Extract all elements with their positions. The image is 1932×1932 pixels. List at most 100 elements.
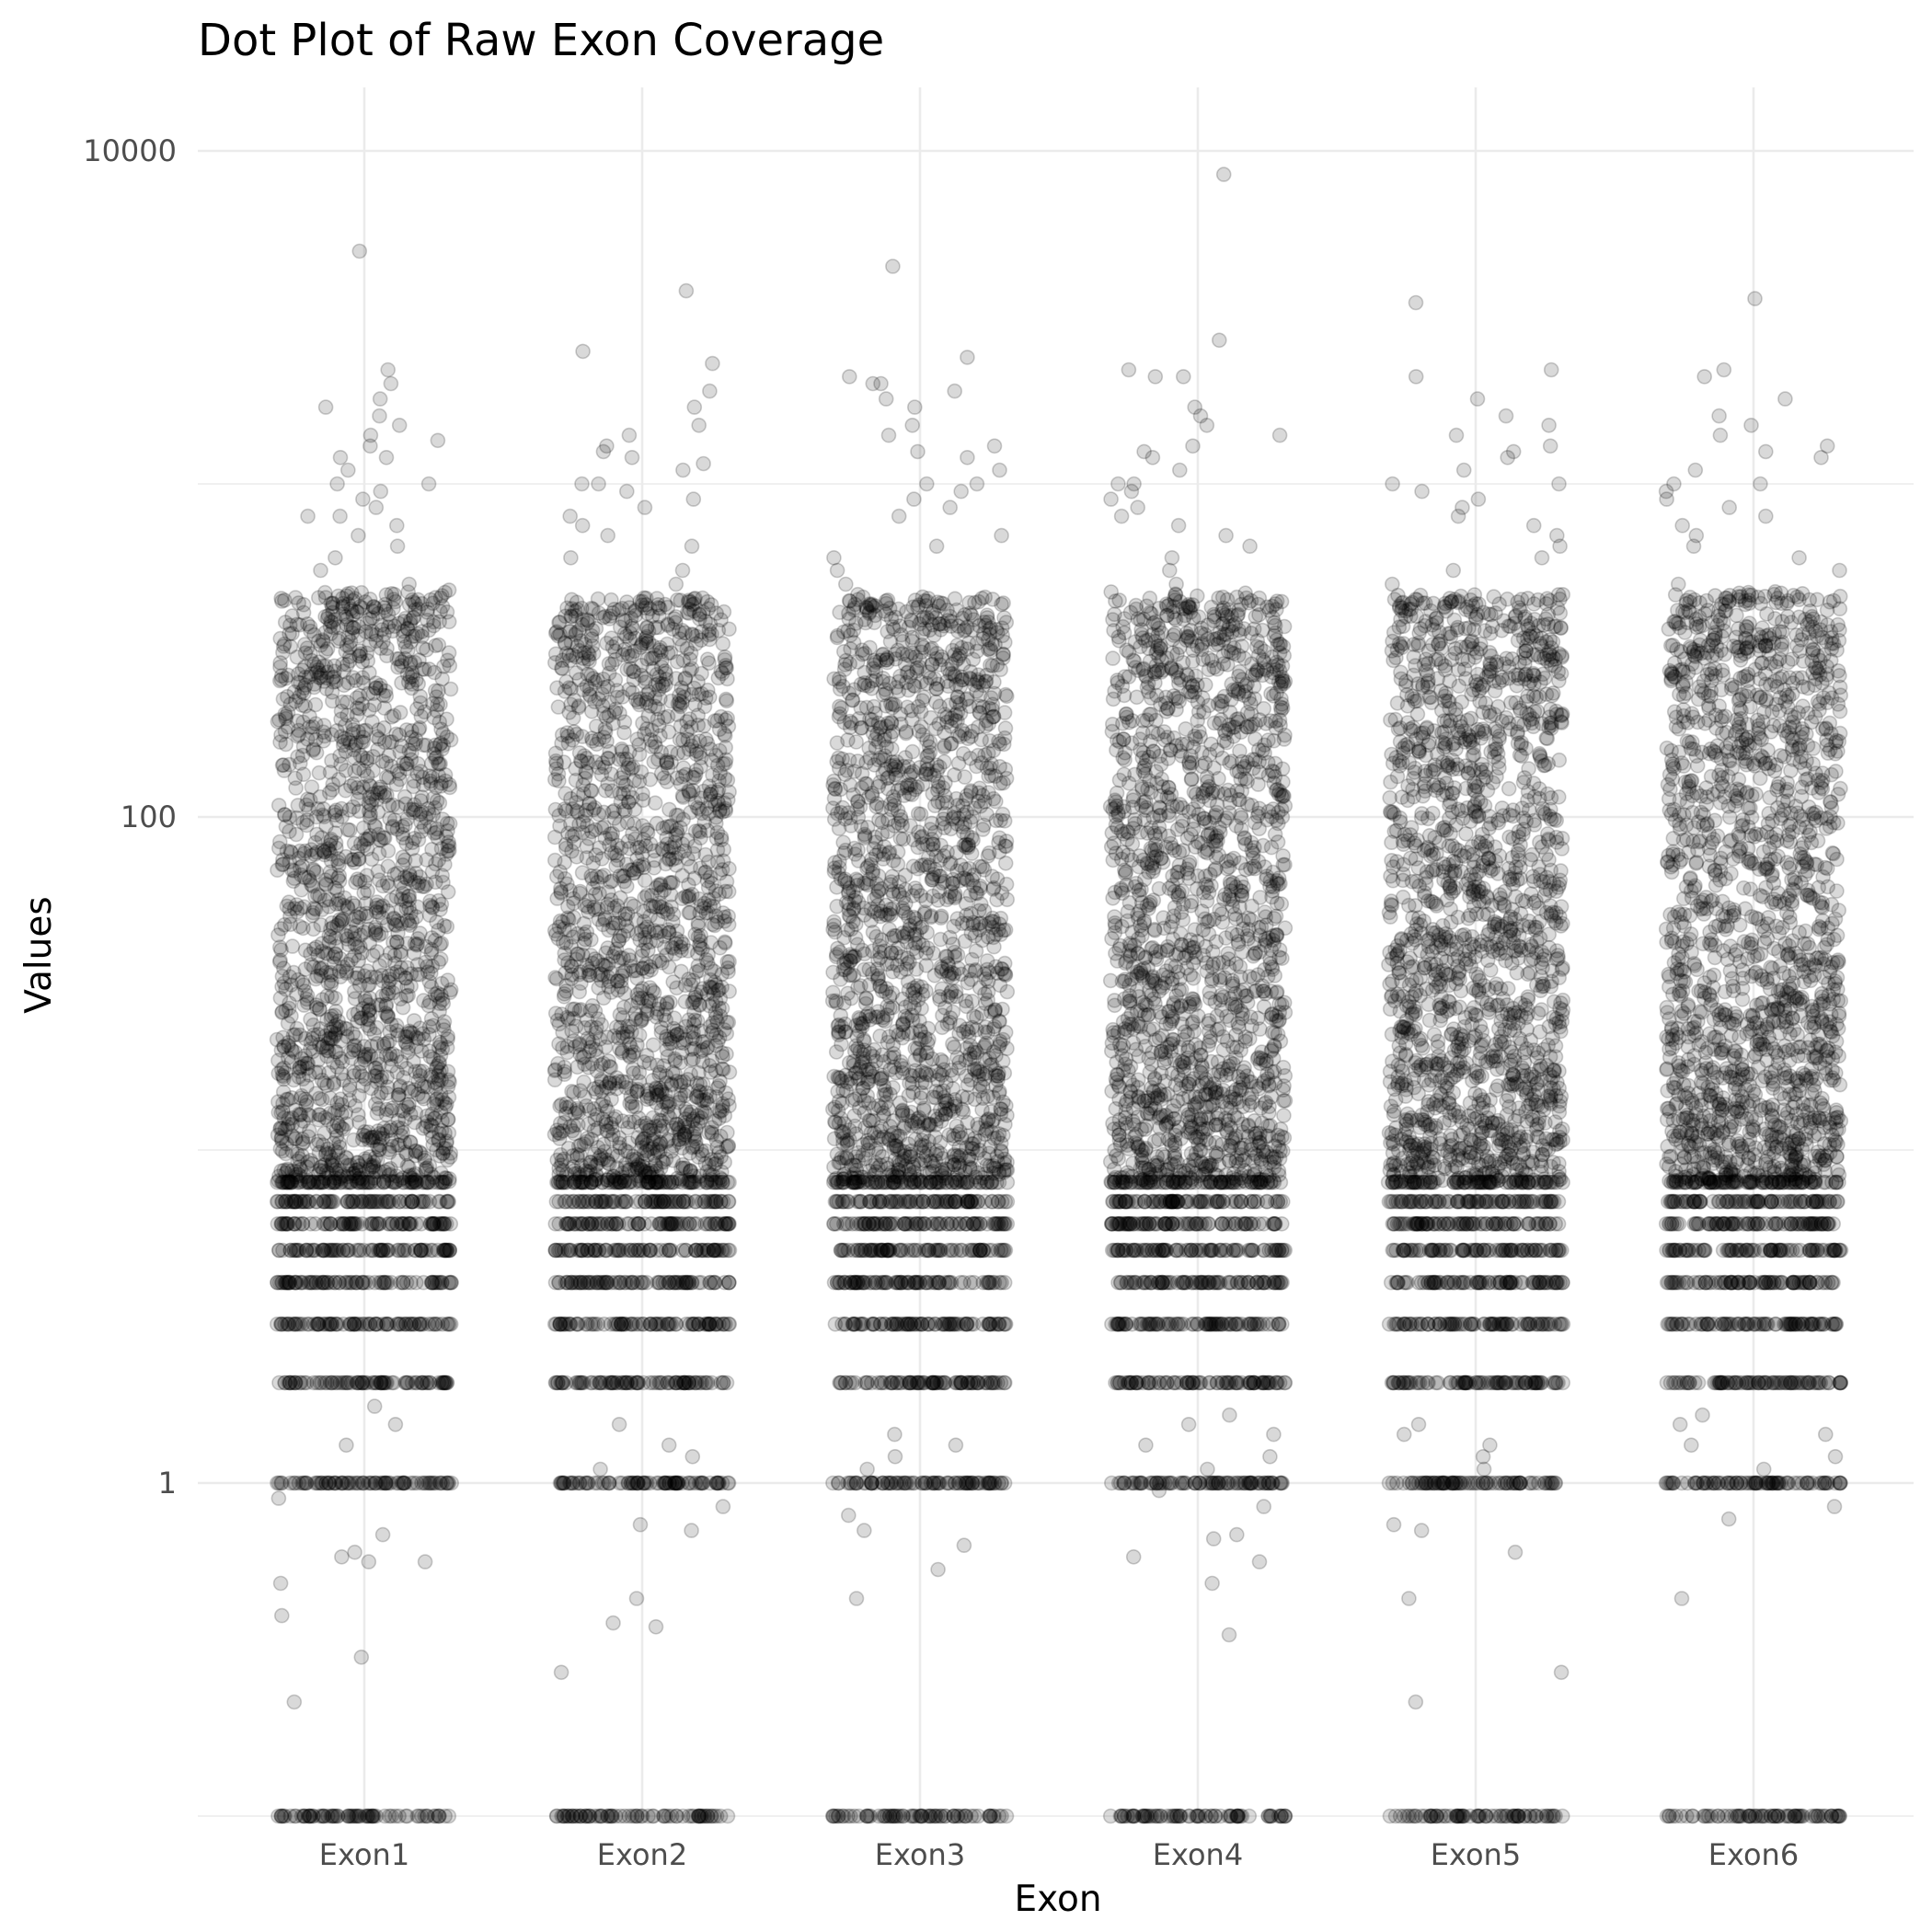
data-point — [431, 1808, 447, 1824]
data-point — [569, 638, 586, 654]
data-point — [315, 1137, 331, 1153]
data-point — [649, 815, 665, 832]
data-point — [696, 783, 712, 799]
data-point — [643, 1090, 659, 1107]
data-point — [371, 1216, 387, 1232]
data-point — [309, 1136, 325, 1153]
data-point — [320, 1145, 337, 1162]
data-point — [417, 1150, 433, 1166]
outlier-point — [430, 432, 446, 449]
data-point — [662, 887, 679, 903]
outlier-point — [387, 1417, 404, 1432]
data-point — [404, 834, 420, 851]
data-point — [410, 1030, 427, 1047]
data-point — [569, 1150, 585, 1166]
outlier-point — [668, 576, 684, 592]
data-point — [351, 1114, 367, 1131]
data-point — [393, 947, 409, 962]
data-point — [342, 1317, 358, 1332]
data-point — [598, 945, 614, 961]
outlier-point — [334, 1549, 350, 1565]
outlier-point — [270, 1490, 287, 1506]
data-point — [547, 646, 564, 662]
data-point — [394, 738, 409, 754]
data-point — [412, 688, 429, 705]
data-point — [367, 600, 384, 616]
data-point — [313, 1159, 328, 1175]
data-point — [380, 858, 397, 875]
data-point — [314, 902, 330, 918]
data-point — [390, 1087, 407, 1103]
data-point — [431, 1055, 447, 1072]
data-point — [546, 852, 563, 868]
data-point — [643, 1242, 659, 1259]
data-point — [585, 645, 602, 661]
data-point — [666, 1174, 683, 1190]
data-point — [334, 1097, 350, 1112]
data-point — [437, 1374, 454, 1391]
data-point — [284, 1110, 300, 1126]
data-point — [558, 786, 573, 801]
outlier-point — [420, 476, 437, 492]
outlier-point — [373, 483, 389, 500]
data-points — [269, 167, 1849, 1824]
data-point — [327, 1173, 342, 1189]
outlier-point — [705, 355, 720, 372]
data-point — [381, 734, 397, 750]
data-point — [442, 815, 458, 832]
data-point — [346, 855, 362, 870]
data-point — [316, 800, 331, 817]
data-point — [715, 905, 731, 921]
data-point — [407, 936, 423, 952]
data-point — [361, 803, 377, 819]
data-point — [627, 773, 642, 788]
data-point — [721, 1174, 737, 1190]
data-point — [709, 824, 726, 841]
data-point — [661, 959, 677, 975]
data-point — [442, 1074, 457, 1090]
data-point — [272, 1121, 288, 1137]
data-point — [280, 1161, 295, 1178]
data-point — [346, 931, 362, 948]
data-point — [356, 1317, 373, 1332]
data-point — [636, 1475, 652, 1491]
data-point — [291, 727, 307, 743]
data-point — [370, 804, 386, 821]
data-point — [547, 801, 564, 818]
data-point — [584, 1216, 600, 1232]
data-point — [328, 1003, 344, 1019]
data-point — [612, 1174, 628, 1190]
data-point — [312, 888, 328, 904]
data-point — [323, 1021, 339, 1038]
data-point — [377, 1374, 394, 1391]
data-point — [623, 610, 639, 627]
data-point — [588, 1041, 604, 1058]
data-point — [355, 734, 372, 750]
data-point — [388, 1048, 405, 1064]
data-point — [624, 648, 640, 663]
data-point — [425, 1018, 442, 1034]
data-point — [399, 936, 416, 951]
data-point — [296, 997, 312, 1013]
data-point — [351, 909, 367, 926]
data-point — [608, 847, 625, 864]
data-point — [441, 645, 457, 661]
data-point — [395, 627, 411, 644]
data-point — [382, 1193, 398, 1210]
data-point — [297, 698, 314, 714]
data-point — [426, 709, 442, 726]
data-point — [361, 921, 376, 937]
data-point — [311, 1090, 328, 1107]
outlier-point — [441, 582, 457, 598]
data-point — [413, 708, 430, 725]
data-point — [272, 952, 288, 969]
data-point — [386, 867, 403, 882]
outlier-point — [611, 1417, 627, 1432]
data-point — [276, 636, 293, 652]
data-point — [625, 862, 640, 878]
data-point — [392, 874, 408, 891]
outlier-point — [361, 1554, 377, 1570]
outlier-point — [684, 1523, 699, 1538]
data-point — [585, 1317, 601, 1332]
data-point — [558, 1317, 574, 1332]
